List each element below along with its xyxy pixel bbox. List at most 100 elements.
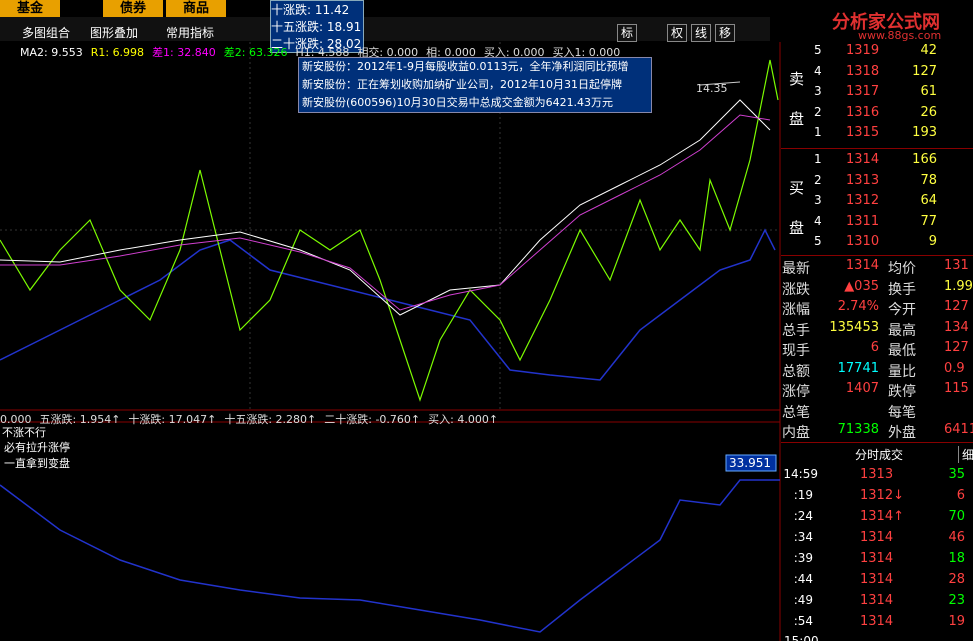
volume: 61 xyxy=(920,84,937,99)
logo-title: 分析家公式网 xyxy=(832,12,940,33)
stat-label: 总笔 xyxy=(782,404,810,421)
level: 5 xyxy=(814,43,822,57)
tool-button[interactable]: 线 xyxy=(691,24,711,42)
stat-label: 每笔 xyxy=(888,404,916,421)
trade-volume: 6 xyxy=(956,488,965,503)
tab[interactable]: 债券 xyxy=(103,0,163,17)
tab[interactable]: 基金 xyxy=(0,0,60,17)
indicator-value: 买入: 4.000↑ xyxy=(428,413,499,426)
indicator-value: 十五涨跌: 2.280↑ xyxy=(224,413,317,426)
stat-value: 6 xyxy=(870,340,879,355)
trade-price: 1314 xyxy=(860,551,894,566)
indicator-line: MA2: 9.553 R1: 6.998 差1: 32.840 差2: 63.326 H… xyxy=(20,44,628,60)
indicator-value: 差2: 63.326 xyxy=(223,46,288,59)
stat-label: 总手 xyxy=(782,322,810,339)
news-item[interactable]: 新安股份：正在筹划收购加纳矿业公司，2012年10月31日起停牌 xyxy=(302,78,622,91)
stat-value: 115 xyxy=(944,381,969,396)
side-label: 卖 xyxy=(789,70,805,88)
stat-label: 现手 xyxy=(782,343,810,359)
price: 1315 xyxy=(846,125,880,140)
lower-indicator: 0.000 五涨跌: 1.954↑ 十涨跌: 17.047↑ 十五涨跌: 2.280↑… xyxy=(0,411,506,427)
trade-time: :34 xyxy=(793,530,813,544)
separator xyxy=(781,442,973,443)
level: 1 xyxy=(814,125,822,139)
news-item[interactable]: 新安股份(600596)10月30日交易中总成交金额为6421.43万元 xyxy=(302,96,614,109)
stat-label: 涨停 xyxy=(782,384,810,400)
side-label: 买 xyxy=(789,179,805,197)
indicator-value: 相交: 0.000 xyxy=(357,46,419,59)
indicator-value: R1: 6.998 xyxy=(90,46,145,59)
trade-time: :19 xyxy=(793,488,813,502)
toolbar-item[interactable]: 常用指标 xyxy=(166,26,215,40)
stat-label: 今开 xyxy=(888,302,916,318)
tooltip-line: 十五涨跌: 18.91 xyxy=(271,20,362,34)
logo: 分析家公式网 www.88gs.com xyxy=(770,0,973,42)
green-line xyxy=(0,59,779,402)
separator xyxy=(781,148,973,149)
logo-url: www.88gs.com xyxy=(858,29,942,42)
note: 必有拉升涨停 xyxy=(4,441,70,454)
level: 5 xyxy=(814,234,822,248)
stat-label: 涨幅 xyxy=(782,302,810,318)
indicator-value: 五涨跌: 1.954↑ xyxy=(39,413,121,426)
volume: 42 xyxy=(920,43,937,58)
level: 4 xyxy=(814,213,822,228)
indicator-value: 十涨跌: 17.047↑ xyxy=(128,413,217,426)
price: 1317 xyxy=(846,84,880,99)
stat-label: 均价 xyxy=(888,261,916,277)
tooltip-line: 二十涨跌: 28.02 xyxy=(271,37,362,51)
note: 一直拿到变盘 xyxy=(4,457,70,470)
trade-volume: 46 xyxy=(948,530,965,545)
indicator-value: 差1: 32.840 xyxy=(152,46,216,59)
volume: 77 xyxy=(920,213,937,229)
stat-label: 内盘 xyxy=(782,425,810,441)
toolbar-item[interactable]: 图形叠加 xyxy=(90,26,139,40)
level: 3 xyxy=(814,84,822,98)
panel-tab[interactable]: 细 xyxy=(958,446,973,463)
side-label: 盘 xyxy=(789,219,805,237)
stat-label: 最低 xyxy=(888,343,916,359)
lower-line xyxy=(0,479,780,633)
side-label: 盘 xyxy=(789,110,805,128)
trade-volume: 70 xyxy=(948,509,965,524)
stat-value: 134 xyxy=(944,319,969,335)
tool-button[interactable]: 权 xyxy=(667,24,687,42)
trade-time: :54 xyxy=(793,614,813,628)
price: 1312 xyxy=(846,193,880,208)
volume: 193 xyxy=(912,125,937,140)
indicator-value: H1: 4.588 xyxy=(295,46,350,59)
level: 1 xyxy=(814,152,822,166)
stat-value: 131 xyxy=(944,258,969,273)
price: 1316 xyxy=(846,104,880,120)
price: 1318 xyxy=(846,63,880,79)
tooltip-line: 十涨跌: 11.42 xyxy=(271,3,350,17)
indicator-value: 相: 0.000 xyxy=(426,46,476,59)
indicator-value: 买入1: 0.000 xyxy=(552,46,621,59)
news-item[interactable]: 新安股份：2012年1-9月每股收益0.0113元，全年净利润同比预增 xyxy=(302,60,629,73)
trade-price: 1314↑ xyxy=(860,509,904,524)
indicator-value: MA2: 9.553 xyxy=(20,46,83,59)
level: 2 xyxy=(814,172,822,187)
arrow xyxy=(699,81,741,86)
separator xyxy=(781,255,973,256)
level: 4 xyxy=(814,63,822,78)
toolbar-item[interactable]: 多图组合 xyxy=(22,26,71,40)
stat-value: 71338 xyxy=(837,422,879,437)
price: 1319 xyxy=(846,43,880,58)
trade-volume: 23 xyxy=(948,593,965,608)
stat-value: 1407 xyxy=(845,381,879,396)
stat-label: 涨跌 xyxy=(782,281,810,298)
trade-volume: 28 xyxy=(948,572,965,587)
stat-value: 0.9 xyxy=(944,360,965,376)
indicator-value: 二十涨跌: -0.760↑ xyxy=(324,413,421,426)
news-popup: 新安股份：2012年1-9月每股收益0.0113元，全年净利润同比预增 新安股份… xyxy=(298,57,652,113)
tab[interactable]: 商品 xyxy=(166,0,226,17)
tool-button[interactable]: 移 xyxy=(715,24,735,42)
stat-value: 127 xyxy=(944,299,969,314)
note: 不涨不行 xyxy=(2,426,46,439)
volume: 64 xyxy=(920,193,937,208)
tool-button[interactable]: 标 xyxy=(617,24,637,42)
tooltip: 十涨跌: 11.42 十五涨跌: 18.91 二十涨跌: 28.02 xyxy=(270,0,364,53)
price: 1310 xyxy=(846,234,880,249)
